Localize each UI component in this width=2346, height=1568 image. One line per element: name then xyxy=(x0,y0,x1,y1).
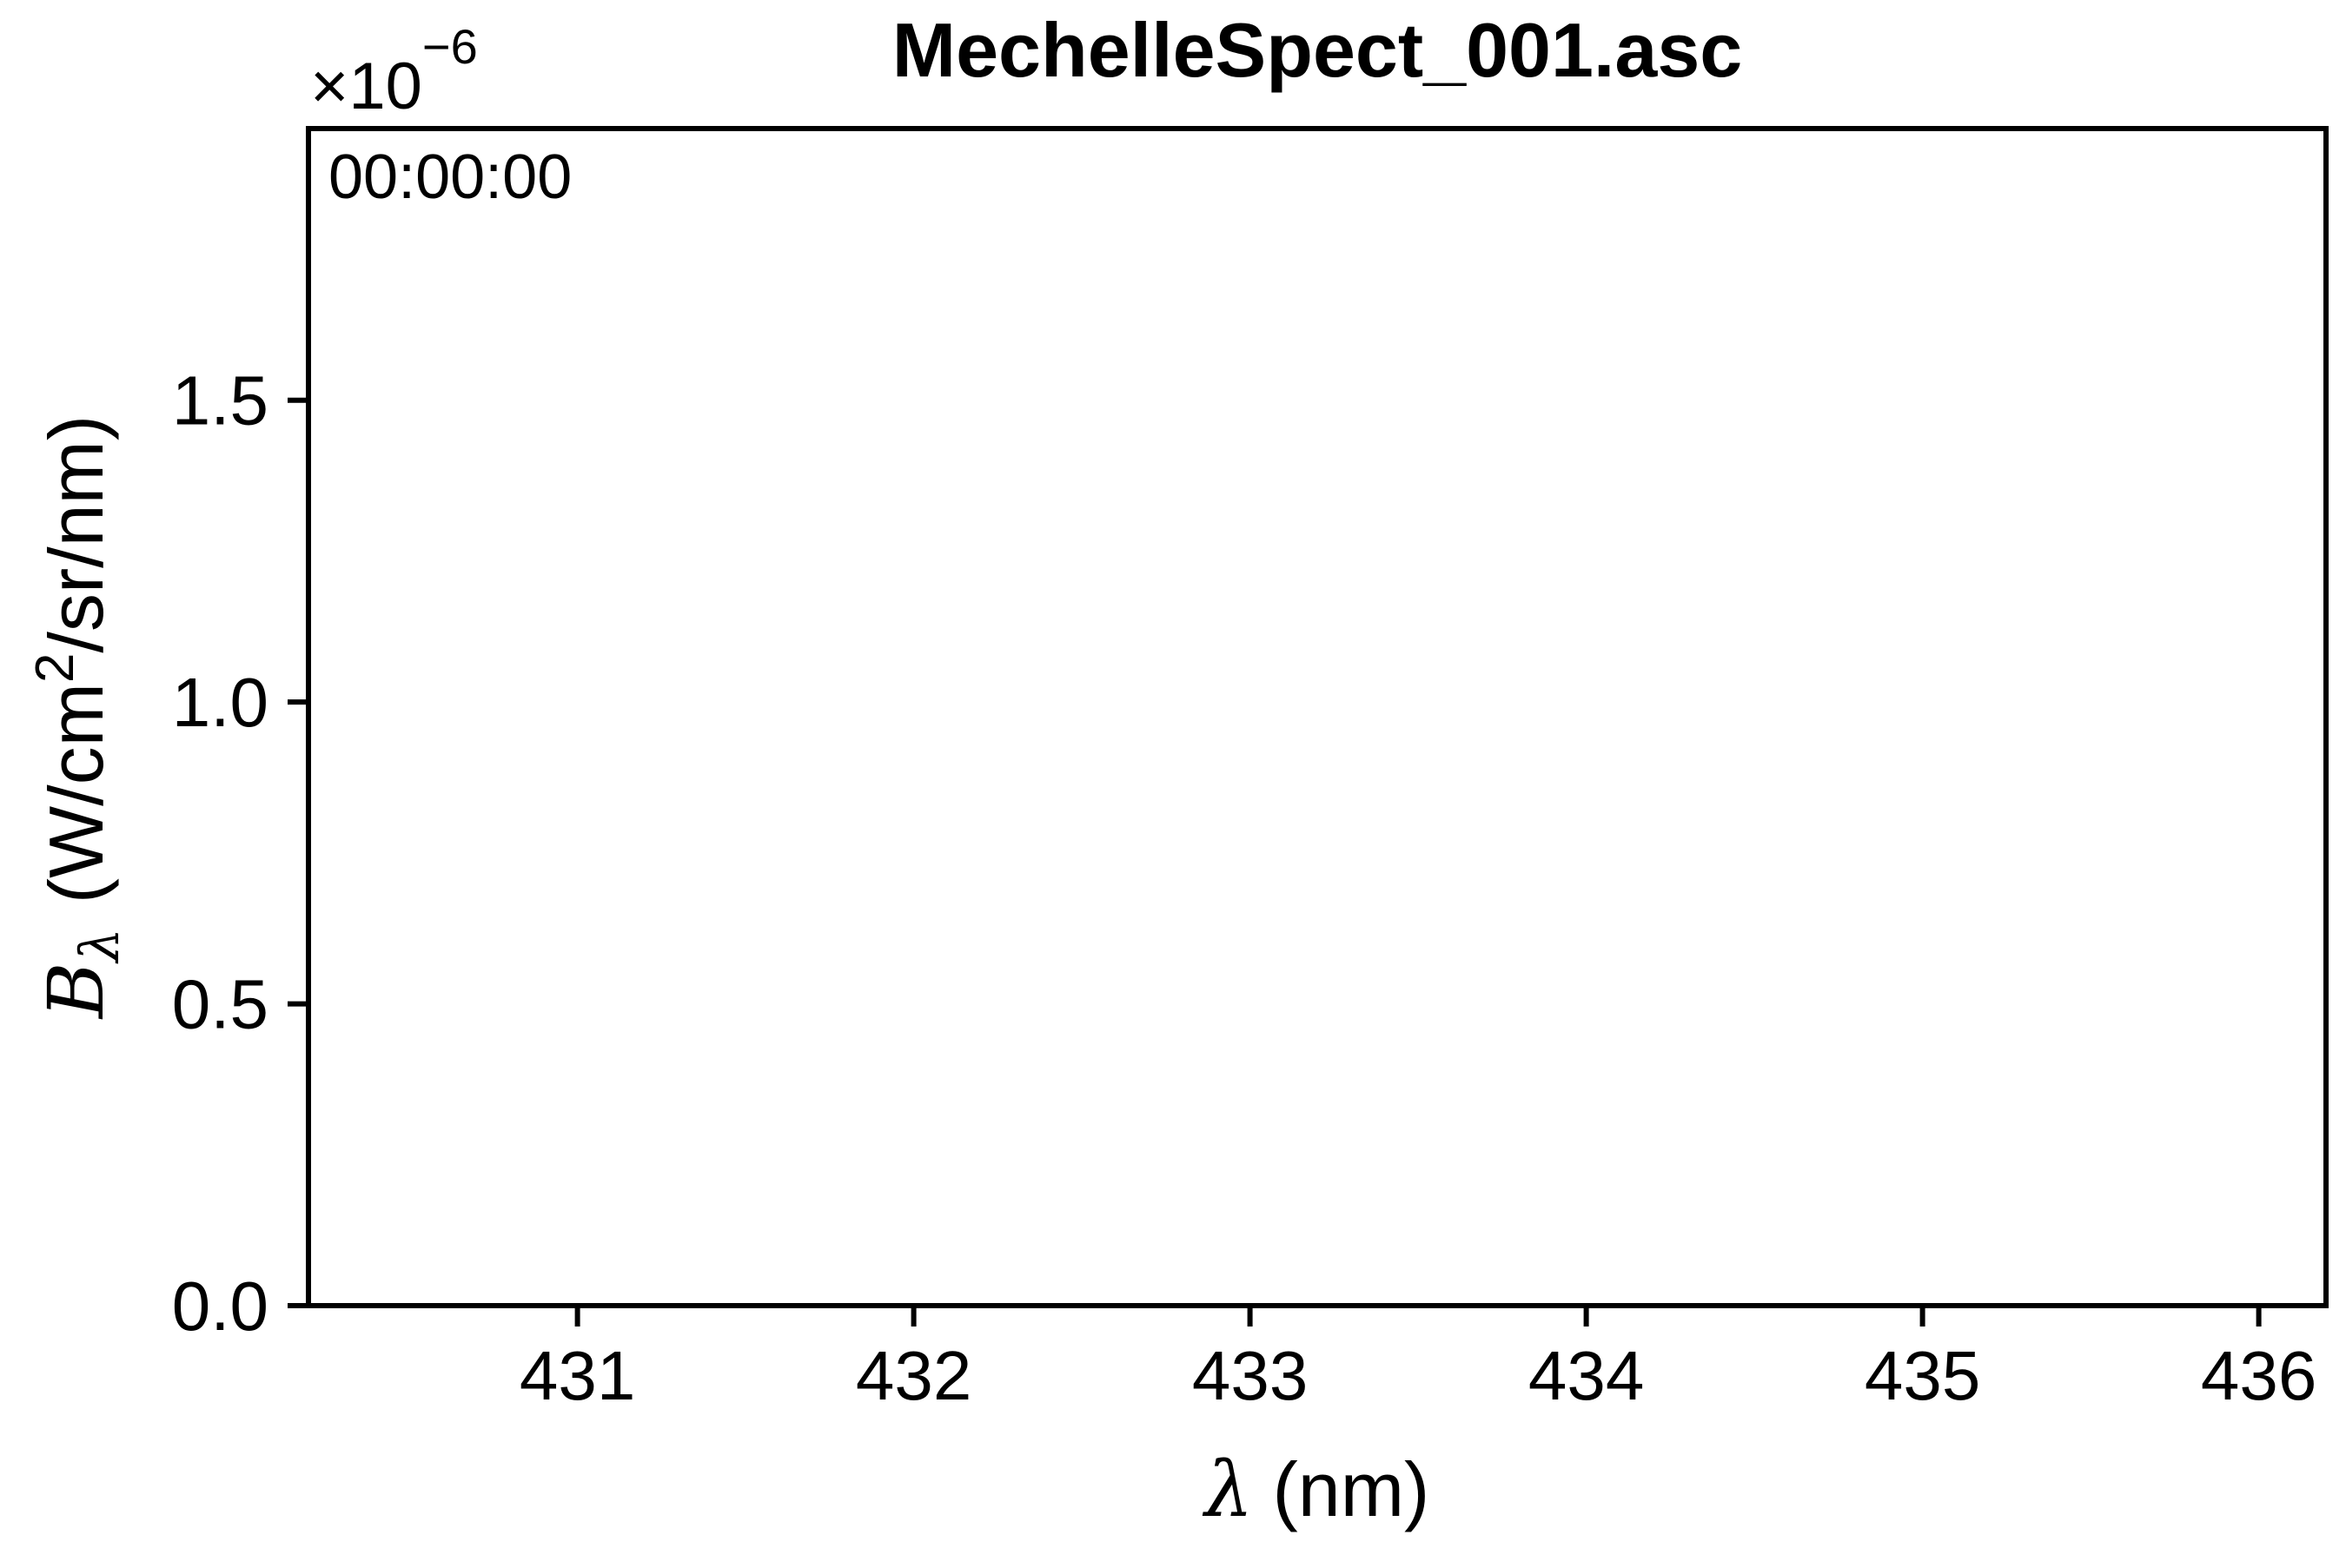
y-tick-label: 0.5 xyxy=(172,966,268,1043)
y-tick-label: 1.5 xyxy=(172,362,268,440)
y-tick-label: 1.0 xyxy=(172,664,268,741)
y-axis-label: Bλ (W/cm2/sr/nm) xyxy=(25,415,131,1020)
y-tick-label: 0.0 xyxy=(172,1267,268,1345)
x-tick-label: 435 xyxy=(1865,1337,1980,1414)
x-axis-ticks: 431 432 433 434 435 436 xyxy=(520,1306,2316,1414)
chart-title: MechelleSpect_001.asc xyxy=(892,7,1742,93)
x-axis-label-symbol: λ xyxy=(1203,1445,1254,1534)
x-tick-label: 433 xyxy=(1192,1337,1308,1414)
y-axis-ticks: 0.0 0.5 1.0 1.5 xyxy=(172,362,308,1345)
y-axis-label-unit-before: (W/cm xyxy=(33,683,119,903)
y-offset-text: ×10−6 xyxy=(310,19,478,123)
y-offset-base: ×10 xyxy=(310,50,422,123)
x-tick-label: 432 xyxy=(856,1337,971,1414)
x-axis-label: λ (nm) xyxy=(1203,1445,1430,1534)
y-axis-label-superscript: 2 xyxy=(25,653,85,683)
y-axis-label-symbol: B xyxy=(31,963,121,1021)
y-offset-exponent: −6 xyxy=(422,19,478,74)
x-axis-label-unit: (nm) xyxy=(1272,1446,1429,1532)
y-axis-label-subscript: λ xyxy=(68,928,131,964)
x-tick-label: 431 xyxy=(520,1337,635,1414)
x-tick-label: 436 xyxy=(2201,1337,2316,1414)
time-annotation: 00:00:00 xyxy=(328,142,572,212)
y-axis-label-unit-after: /sr/nm) xyxy=(33,415,119,653)
x-tick-label: 434 xyxy=(1528,1337,1644,1414)
plot-area-frame xyxy=(306,126,2329,1308)
